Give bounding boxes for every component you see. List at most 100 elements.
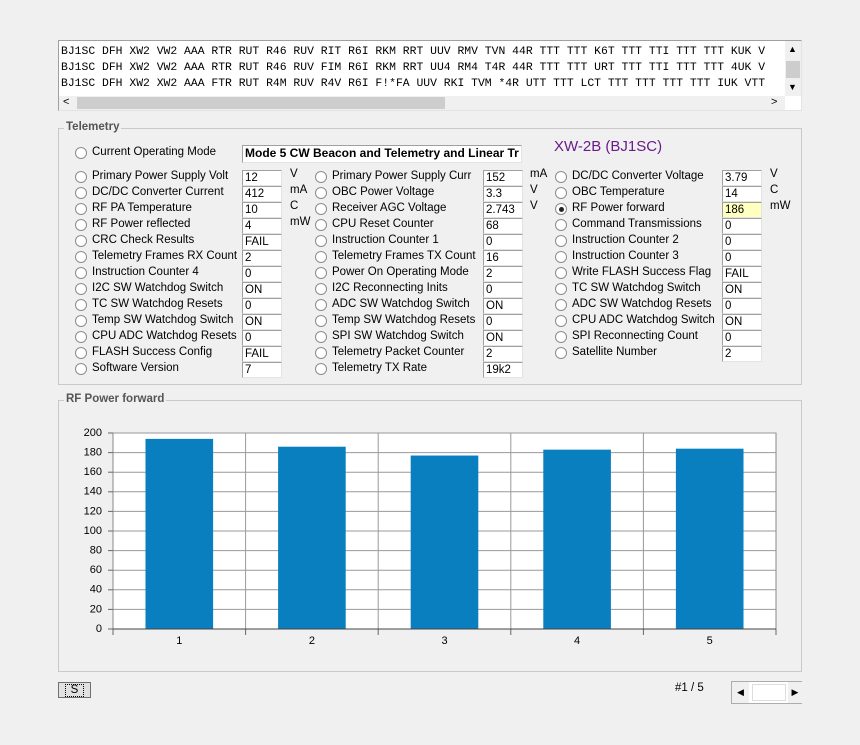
radio[interactable]	[555, 251, 567, 263]
radio[interactable]	[315, 315, 327, 327]
field-value[interactable]: 12	[242, 170, 282, 186]
scroll-down[interactable]: ▼	[788, 82, 797, 92]
scroll-left[interactable]: <	[63, 96, 70, 108]
field-value[interactable]: 2	[242, 250, 282, 266]
radio[interactable]	[315, 331, 327, 343]
radio[interactable]	[555, 267, 567, 279]
radio[interactable]	[75, 267, 87, 279]
radio[interactable]	[75, 203, 87, 215]
field-value[interactable]: 0	[722, 218, 762, 234]
field-label: CPU Reset Counter	[332, 218, 434, 230]
field-value[interactable]: 3.3	[483, 186, 523, 202]
radio[interactable]	[75, 299, 87, 311]
field-value[interactable]: 14	[722, 186, 762, 202]
radio[interactable]	[315, 267, 327, 279]
field-label: Instruction Counter 4	[92, 266, 199, 278]
field-value[interactable]: 186	[722, 202, 762, 218]
radio[interactable]	[75, 219, 87, 231]
radio[interactable]	[315, 299, 327, 311]
field-value[interactable]: 2	[483, 266, 523, 282]
field-value[interactable]: ON	[483, 298, 523, 314]
field-value[interactable]: ON	[483, 330, 523, 346]
radio[interactable]	[555, 299, 567, 311]
spinner[interactable]: ◀ ▶	[731, 681, 802, 704]
field-label: TC SW Watchdog Switch	[572, 282, 701, 294]
field-value[interactable]: 68	[483, 218, 523, 234]
mode-field[interactable]: Mode 5 CW Beacon and Telemetry and Linea…	[242, 145, 522, 163]
radio[interactable]	[555, 347, 567, 359]
radio[interactable]	[75, 171, 87, 183]
radio[interactable]	[315, 283, 327, 295]
field-value[interactable]: FAIL	[722, 266, 762, 282]
scroll-right[interactable]: >	[771, 96, 778, 108]
radio[interactable]	[75, 363, 87, 375]
radio[interactable]	[555, 203, 567, 215]
field-value[interactable]: 2	[722, 346, 762, 362]
spin-field[interactable]	[752, 684, 786, 701]
field-value[interactable]: 4	[242, 218, 282, 234]
field-value[interactable]: ON	[722, 314, 762, 330]
field-value[interactable]: 0	[242, 298, 282, 314]
scroll-thumb[interactable]	[77, 97, 445, 109]
field-label: Primary Power Supply Volt	[92, 170, 229, 182]
field-value[interactable]: 10	[242, 202, 282, 218]
radio[interactable]	[555, 283, 567, 295]
button[interactable]: S	[58, 682, 91, 698]
field-value[interactable]: 0	[722, 298, 762, 314]
field-value[interactable]: FAIL	[242, 234, 282, 250]
radio[interactable]	[315, 203, 327, 215]
v-scrollbar[interactable]: ▲ ▼	[785, 41, 801, 96]
radio[interactable]	[315, 235, 327, 247]
field-value[interactable]: 7	[242, 362, 282, 378]
field-value[interactable]: FAIL	[242, 346, 282, 362]
field-value[interactable]: ON	[722, 282, 762, 298]
field-value[interactable]: 19k2	[483, 362, 523, 378]
field-label: ADC SW Watchdog Switch	[332, 298, 470, 310]
radio[interactable]	[315, 347, 327, 359]
radio[interactable]	[555, 187, 567, 199]
radio[interactable]	[75, 147, 87, 159]
radio[interactable]	[75, 315, 87, 327]
field-value[interactable]: 0	[242, 266, 282, 282]
radio[interactable]	[75, 331, 87, 343]
radio[interactable]	[555, 219, 567, 231]
y-tick-label: 0	[96, 623, 102, 635]
spin-left[interactable]: ◀	[732, 682, 749, 703]
radio[interactable]	[315, 251, 327, 263]
field-value[interactable]: 412	[242, 186, 282, 202]
field-value[interactable]: 0	[722, 330, 762, 346]
field-value[interactable]: ON	[242, 314, 282, 330]
field-value[interactable]: 2.743	[483, 202, 523, 218]
radio[interactable]	[555, 331, 567, 343]
radio[interactable]	[75, 235, 87, 247]
h-scrollbar[interactable]: < >	[59, 96, 785, 110]
field-value[interactable]: 152	[483, 170, 523, 186]
radio[interactable]	[75, 251, 87, 263]
field-value[interactable]: 0	[242, 330, 282, 346]
scroll-thumb[interactable]	[786, 61, 800, 78]
scroll-up[interactable]: ▲	[788, 44, 797, 54]
radio[interactable]	[315, 219, 327, 231]
radio[interactable]	[315, 171, 327, 183]
field-label: CPU ADC Watchdog Resets	[92, 330, 237, 342]
radio[interactable]	[75, 347, 87, 359]
radio[interactable]	[315, 187, 327, 199]
spin-right[interactable]: ▶	[788, 682, 802, 703]
field-value[interactable]: 0	[483, 234, 523, 250]
bar	[675, 448, 744, 629]
field-value[interactable]: 0	[722, 234, 762, 250]
radio[interactable]	[555, 315, 567, 327]
field-value[interactable]: 16	[483, 250, 523, 266]
field-value[interactable]: 0	[722, 250, 762, 266]
field-value[interactable]: 0	[483, 314, 523, 330]
radio[interactable]	[75, 187, 87, 199]
radio[interactable]	[75, 283, 87, 295]
field-value[interactable]: 3.79	[722, 170, 762, 186]
field-value[interactable]: 0	[483, 282, 523, 298]
field-value[interactable]: 2	[483, 346, 523, 362]
radio[interactable]	[315, 363, 327, 375]
y-tick-label: 140	[84, 486, 102, 498]
field-value[interactable]: ON	[242, 282, 282, 298]
radio[interactable]	[555, 235, 567, 247]
radio[interactable]	[555, 171, 567, 183]
